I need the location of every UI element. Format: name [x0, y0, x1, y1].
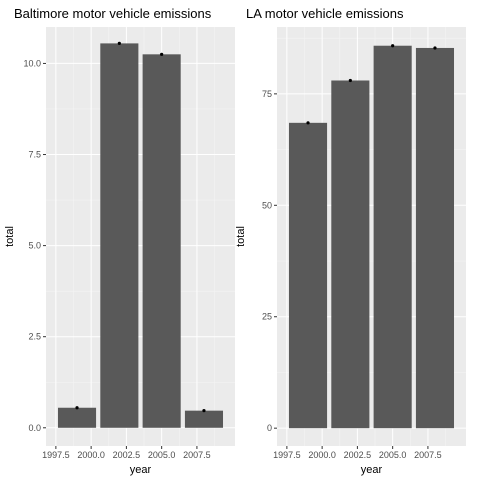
baltimore-y-tick-label: 10.0: [23, 58, 41, 68]
baltimore-chart-title: Baltimore motor vehicle emissions: [14, 6, 212, 21]
la-chart-title: LA motor vehicle emissions: [246, 6, 404, 21]
baltimore-chart-panel: 0.0 2.5 5.0 7.5 10.0 1997.5 2000.0 2002.5 2005.0…: [4, 6, 235, 476]
baltimore-bar-2002: [100, 43, 139, 428]
baltimore-point-1999: [75, 406, 79, 410]
la-point-2002: [348, 78, 352, 83]
la-point-2008: [433, 46, 437, 50]
baltimore-x-tick-label: 2005.0: [148, 450, 176, 460]
la-bar-1999: [288, 122, 328, 429]
baltimore-x-tick-label: 2000.0: [77, 450, 105, 460]
la-x-axis-title: year: [361, 464, 383, 476]
baltimore-y-tick-label: 2.5: [28, 332, 41, 342]
baltimore-point-2008: [202, 409, 206, 413]
la-bar-2002: [331, 80, 370, 429]
baltimore-x-tick-label: 1997.5: [42, 450, 70, 460]
la-x-tick-label: 2005.0: [379, 450, 407, 460]
la-bar-2005: [373, 45, 412, 429]
la-bar-2008: [415, 47, 455, 429]
la-x-tick-label: 2000.0: [308, 450, 336, 460]
la-point-2005: [391, 44, 395, 48]
la-point-1999: [306, 121, 310, 125]
la-x-tick-label: 2007.5: [414, 450, 442, 460]
la-x-tick-label: 1997.5: [273, 450, 301, 460]
la-chart-panel: 0 25 50 75 1997.5 2000.0 2002.5 2005.0 2007.5 yea…: [235, 6, 466, 476]
baltimore-bar-1999: [57, 407, 97, 428]
la-x-tick-label: 2002.5: [344, 450, 372, 460]
la-y-tick-label: 0: [267, 423, 272, 433]
la-y-axis-title: total: [235, 226, 247, 247]
baltimore-x-axis-title: year: [130, 464, 152, 476]
baltimore-point-2002: [117, 41, 121, 45]
baltimore-point-2005: [160, 52, 164, 56]
baltimore-x-tick-label: 2002.5: [113, 450, 141, 460]
baltimore-x-tick-label: 2007.5: [183, 450, 211, 460]
baltimore-bar-2008: [184, 410, 224, 428]
la-y-tick-label: 75: [262, 89, 272, 99]
baltimore-plot-background: [46, 27, 235, 446]
la-y-tick-label: 25: [262, 312, 272, 322]
baltimore-y-tick-label: 7.5: [28, 150, 41, 160]
la-y-tick-label: 50: [262, 200, 272, 210]
baltimore-y-axis-title: total: [4, 226, 16, 247]
baltimore-y-tick-label: 0.0: [28, 423, 41, 433]
baltimore-bar-2005: [142, 54, 181, 428]
baltimore-y-tick-label: 5.0: [28, 241, 41, 251]
